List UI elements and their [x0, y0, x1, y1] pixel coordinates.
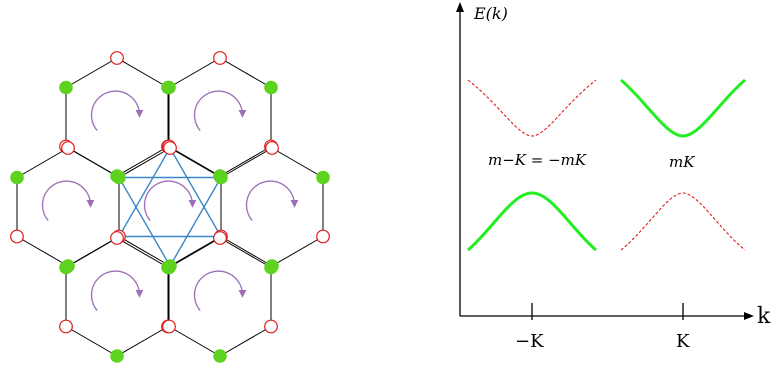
- flux-loop-arrow: [245, 180, 299, 222]
- lattice-bond: [116, 146, 169, 177]
- lattice-bond: [219, 326, 272, 357]
- flux-loops: [41, 90, 299, 312]
- lattice-bond: [16, 147, 69, 178]
- sublattice-b-site: [264, 260, 278, 275]
- sublattice-a-site: [265, 141, 279, 155]
- sublattice-a-site: [316, 229, 330, 244]
- tick-label-minus-k: −K: [515, 331, 544, 352]
- lattice-bond: [168, 326, 221, 357]
- lattice-bond: [16, 236, 69, 267]
- sublattice-a-site: [110, 51, 124, 65]
- sublattice-b-site: [214, 170, 228, 185]
- sublattice-b-site: [59, 260, 73, 275]
- lattice-bonds: [16, 57, 324, 357]
- sublattice-a-site: [59, 319, 73, 334]
- nnn-hopping-triangle: [117, 146, 223, 238]
- sublattice-b-site: [264, 80, 278, 95]
- lattice-bond: [219, 237, 272, 268]
- lattice-bond: [219, 57, 272, 88]
- flux-loop-arrow: [90, 90, 144, 132]
- flux-loop-arrow: [193, 270, 247, 312]
- energy-axis-arrowhead: [456, 2, 464, 12]
- next-nearest-neighbor-hoppings: [117, 146, 223, 268]
- honeycomb-lattice: [10, 51, 330, 363]
- sublattice-a-site: [61, 141, 75, 155]
- lattice-bond: [169, 147, 222, 178]
- lattice-bond: [116, 57, 169, 88]
- sublattice-a-site: [213, 51, 227, 65]
- lattice-bond: [168, 146, 221, 177]
- sublattice-b-site: [213, 349, 227, 363]
- sublattice-a-site: [213, 231, 227, 245]
- lattice-bond: [220, 147, 273, 178]
- energy-axis-label: E(k): [473, 4, 508, 23]
- lattice-bond: [118, 236, 171, 267]
- lattice-bond: [65, 237, 118, 268]
- lattice-bond: [271, 147, 324, 178]
- lattice-bond: [168, 57, 221, 88]
- nnn-hopping-triangle: [117, 176, 223, 268]
- sublattice-b-site: [162, 260, 176, 275]
- flux-loop-arrow: [143, 180, 197, 222]
- lattice-bond: [168, 237, 221, 268]
- lattice-bond: [271, 236, 324, 267]
- flux-loop-arrow: [193, 90, 247, 132]
- lattice-bond: [219, 146, 272, 177]
- lattice-bond: [116, 237, 169, 268]
- mass-label-minus-k: m−K = −mK: [488, 151, 587, 169]
- sublattice-a-site: [162, 319, 176, 334]
- valley-k-valence-band: [620, 192, 746, 251]
- momentum-axis-arrowhead: [744, 312, 754, 320]
- lattice-bond: [220, 236, 273, 267]
- lattice-bond: [67, 147, 120, 178]
- sublattice-a-site: [110, 231, 124, 245]
- sublattice-b-site: [59, 80, 73, 95]
- lattice-bond: [65, 326, 118, 357]
- mass-label-k: mK: [669, 153, 695, 171]
- lattice-bond: [65, 57, 118, 88]
- momentum-axis-label: k: [757, 304, 771, 329]
- valley-minus-k-conduction-band: [467, 79, 597, 137]
- valley-k-conduction-band: [620, 78, 746, 138]
- flux-loop-arrow: [90, 270, 144, 312]
- flux-loop-arrow: [41, 180, 95, 222]
- sublattice-b-site: [162, 80, 176, 95]
- sublattice-b-site: [110, 349, 124, 363]
- tick-label-k: K: [676, 331, 690, 352]
- lattice-bond: [116, 326, 169, 357]
- sublattice-b-site: [10, 170, 24, 185]
- sublattice-b-site: [112, 170, 126, 185]
- valley-minus-k-valence-band: [467, 191, 597, 252]
- band-structure-plot: E(k) k −K K m−K = −mK mK: [456, 2, 771, 352]
- lattice-sites: [10, 51, 330, 363]
- lattice-bond: [169, 236, 222, 267]
- lattice-bond: [118, 147, 171, 178]
- sublattice-b-site: [316, 170, 330, 185]
- sublattice-a-site: [163, 141, 177, 155]
- sublattice-a-site: [10, 229, 24, 244]
- sublattice-a-site: [264, 319, 278, 334]
